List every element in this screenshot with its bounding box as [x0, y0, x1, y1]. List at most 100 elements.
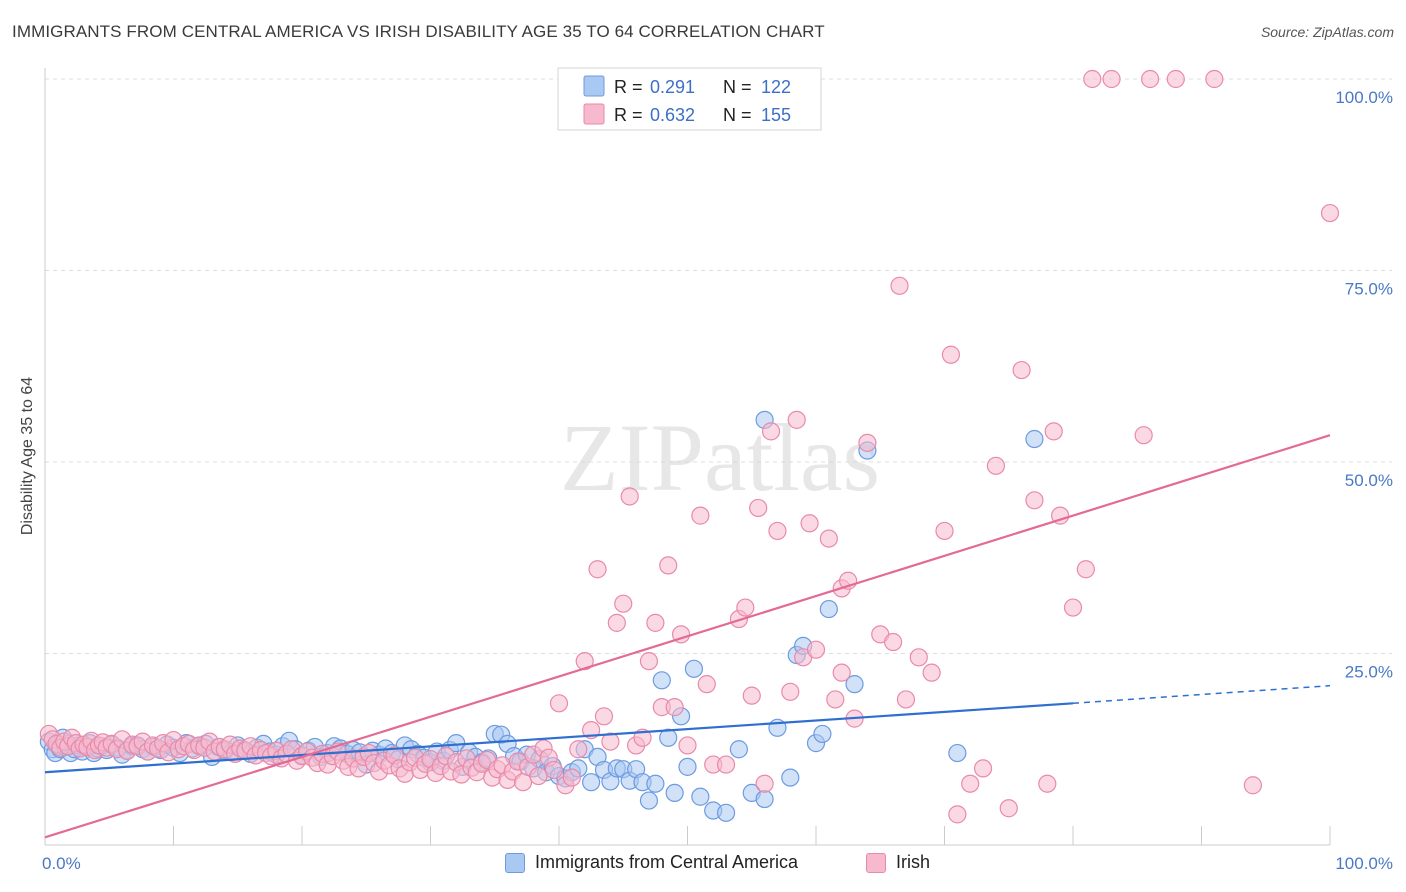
trend-line-central-america-extension: [1072, 684, 1331, 705]
point-irish: [646, 613, 665, 632]
point-irish: [922, 663, 941, 682]
point-irish: [755, 774, 774, 793]
trend-line-central-america: [44, 702, 1074, 774]
point-irish: [691, 506, 710, 525]
point-irish: [781, 682, 800, 701]
point-irish: [562, 768, 581, 787]
point-irish: [614, 594, 633, 613]
point-irish: [986, 456, 1006, 475]
point-central-america: [819, 599, 838, 619]
point-central-america: [755, 789, 774, 809]
point-irish: [697, 675, 716, 694]
point-irish: [575, 652, 594, 671]
point-central-america: [678, 757, 697, 776]
point-irish: [639, 652, 659, 671]
point-irish: [665, 698, 684, 717]
point-irish: [890, 276, 909, 295]
x-tick-label: 0.0%: [42, 854, 81, 873]
gridlines: [45, 78, 1392, 654]
point-irish: [607, 613, 626, 632]
point-irish: [742, 686, 761, 705]
point-irish: [736, 598, 755, 617]
point-irish: [1205, 69, 1224, 89]
point-irish: [761, 422, 781, 441]
point-irish: [659, 556, 678, 575]
correlation-legend: R = 0.291 N = 122 R = 0.632 N = 155: [557, 67, 822, 131]
point-irish: [941, 345, 961, 364]
point-irish: [961, 774, 980, 793]
point-irish: [1076, 560, 1095, 579]
point-central-america: [729, 740, 749, 759]
point-central-america: [1025, 429, 1044, 449]
series-irish-points: [39, 69, 1340, 824]
point-irish: [1083, 69, 1102, 89]
bottom-legend-item-central-america: Immigrants from Central America: [505, 852, 798, 873]
point-central-america: [691, 787, 710, 806]
point-irish: [1063, 598, 1083, 617]
point-irish: [819, 529, 838, 548]
tick-labels: 25.0% 50.0% 75.0% 100.0% 0.0% 100.0%: [42, 88, 1393, 873]
point-central-america: [665, 783, 684, 803]
point-irish: [1243, 776, 1263, 795]
x-tick-label: 100.0%: [1335, 854, 1393, 873]
point-central-america: [845, 675, 864, 694]
point-irish: [999, 799, 1018, 818]
point-irish: [948, 805, 967, 824]
point-central-america: [639, 791, 659, 810]
legend-r-value-1: 0.291: [650, 77, 695, 97]
point-irish: [749, 498, 768, 518]
legend-n-label-1: N =: [723, 77, 752, 97]
point-irish: [569, 740, 588, 759]
point-central-america: [716, 803, 736, 822]
point-irish: [1320, 203, 1340, 223]
y-tick-label: 100.0%: [1335, 88, 1393, 107]
point-irish: [858, 433, 877, 452]
point-central-america: [781, 768, 800, 787]
legend-r-value-2: 0.632: [650, 105, 695, 125]
point-irish: [826, 690, 845, 709]
y-tick-label: 75.0%: [1345, 280, 1393, 299]
trend-lines: [44, 434, 1331, 839]
bottom-legend-label-irish: Irish: [896, 852, 931, 872]
point-irish: [513, 773, 533, 792]
point-irish: [1044, 422, 1063, 441]
point-irish: [883, 632, 903, 652]
bottom-legend-swatch-pink: [866, 852, 886, 873]
point-irish: [549, 694, 569, 713]
point-irish: [1038, 774, 1057, 793]
trend-line-irish: [44, 434, 1331, 839]
point-central-america: [659, 728, 678, 747]
point-central-america: [948, 743, 967, 763]
point-irish: [594, 707, 614, 726]
bottom-legend-swatch-blue: [505, 852, 525, 873]
legend-n-value-2: 155: [761, 105, 791, 125]
chart-title: IMMIGRANTS FROM CENTRAL AMERICA VS IRISH…: [12, 22, 825, 41]
bottom-legend-item-irish: Irish: [866, 852, 930, 873]
point-irish: [935, 521, 954, 541]
legend-swatch-pink: [583, 103, 605, 125]
point-irish: [1134, 426, 1153, 445]
point-irish: [806, 640, 826, 659]
point-irish: [1012, 360, 1031, 380]
point-irish: [1025, 491, 1044, 510]
bottom-legend-label-central-america: Immigrants from Central America: [535, 852, 799, 872]
point-central-america: [652, 671, 671, 690]
point-irish: [787, 410, 806, 429]
y-tick-label: 50.0%: [1345, 471, 1393, 490]
legend-r-label-1: R =: [614, 77, 643, 97]
point-irish: [800, 514, 819, 533]
point-irish: [529, 766, 548, 786]
point-irish: [601, 732, 620, 751]
point-central-america: [646, 774, 665, 793]
point-irish: [896, 690, 916, 709]
point-irish: [768, 521, 787, 541]
point-irish: [1140, 69, 1160, 89]
point-irish: [909, 648, 928, 667]
point-irish: [973, 759, 993, 778]
source-label: Source: ZipAtlas.com: [1260, 24, 1394, 40]
legend-n-label-2: N =: [723, 105, 752, 125]
point-irish: [620, 487, 639, 506]
bottom-legend: Immigrants from Central America Irish: [0, 852, 1406, 878]
point-irish: [1102, 69, 1121, 89]
